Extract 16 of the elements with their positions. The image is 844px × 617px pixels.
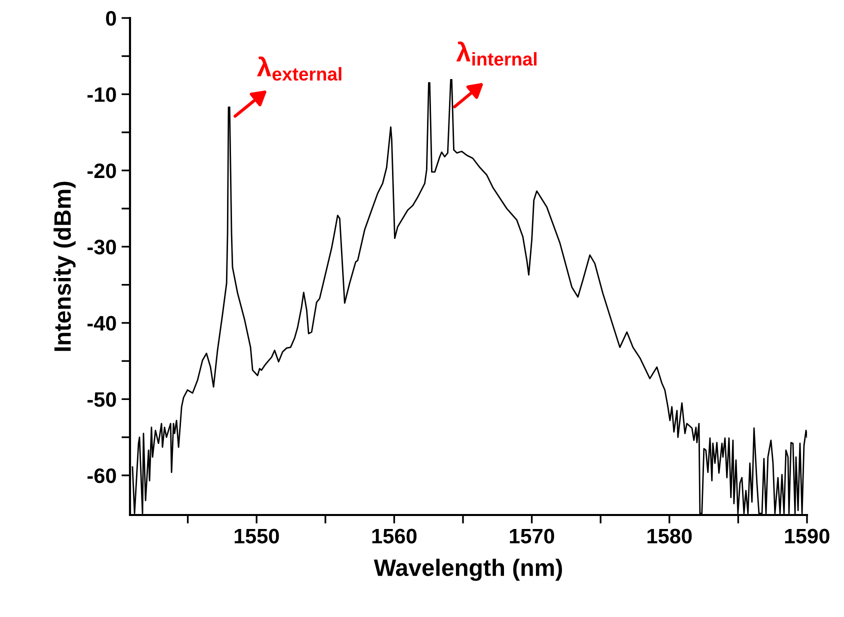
y-tick-label: 0 bbox=[106, 11, 116, 26]
y-tick-label: -30 bbox=[88, 240, 116, 254]
y-tick-label: -10 bbox=[88, 87, 116, 102]
y-axis-title: Intensity (dBm) bbox=[54, 182, 76, 351]
x-axis-title: Wavelength (nm) bbox=[374, 558, 562, 581]
x-tick-label: 1570 bbox=[510, 528, 554, 544]
y-tick-label: -50 bbox=[88, 392, 116, 407]
annotation: λ$_{internal}$ bbox=[456, 42, 536, 66]
annotation: λ$_{external}$ bbox=[256, 56, 342, 81]
x-tick-label: 1580 bbox=[648, 528, 692, 544]
x-tick-label: 1590 bbox=[785, 528, 830, 544]
y-tick-label: -60 bbox=[88, 468, 116, 484]
x-tick-label: 1550 bbox=[234, 528, 279, 544]
y-tick-label: -40 bbox=[88, 316, 116, 331]
x-tick-label: 1560 bbox=[372, 528, 417, 544]
y-tick-label: -20 bbox=[88, 163, 116, 178]
